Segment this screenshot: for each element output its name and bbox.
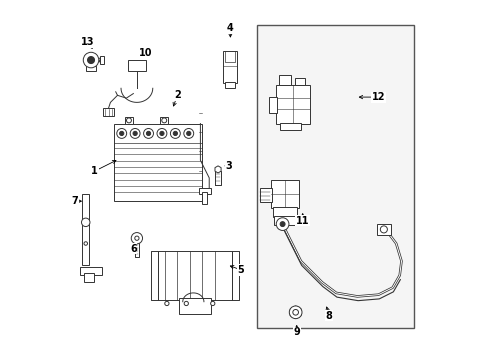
Text: 12: 12 — [371, 92, 385, 102]
Bar — [84, 274, 94, 282]
Circle shape — [126, 118, 131, 123]
Bar — [160, 117, 168, 123]
Polygon shape — [215, 166, 221, 173]
Circle shape — [164, 301, 169, 306]
Bar — [294, 78, 305, 85]
Bar — [279, 123, 300, 130]
Circle shape — [289, 306, 302, 319]
Circle shape — [135, 236, 139, 240]
Bar — [376, 224, 390, 235]
Circle shape — [210, 301, 214, 306]
Circle shape — [160, 131, 164, 136]
Polygon shape — [289, 306, 301, 319]
Polygon shape — [134, 235, 140, 242]
Bar — [273, 216, 296, 225]
Bar — [276, 85, 309, 123]
Bar — [256, 25, 413, 328]
Text: 1: 1 — [91, 166, 98, 176]
Circle shape — [83, 52, 99, 68]
Text: 2: 2 — [174, 90, 181, 100]
Circle shape — [157, 129, 166, 138]
Bar — [103, 108, 114, 117]
Text: 3: 3 — [225, 161, 231, 171]
Bar — [223, 51, 236, 83]
Circle shape — [186, 131, 190, 136]
Bar — [128, 60, 145, 71]
Circle shape — [146, 131, 150, 136]
Bar — [81, 267, 102, 275]
Circle shape — [131, 233, 142, 244]
Bar — [86, 66, 96, 71]
Circle shape — [280, 222, 285, 226]
Bar — [259, 188, 271, 202]
Circle shape — [120, 131, 123, 136]
Circle shape — [81, 218, 90, 226]
Bar — [279, 75, 291, 85]
Bar — [114, 123, 202, 201]
Text: 11: 11 — [295, 216, 309, 226]
Text: 7: 7 — [72, 196, 79, 206]
Circle shape — [143, 129, 153, 138]
Circle shape — [117, 129, 126, 138]
Bar — [272, 207, 297, 217]
Text: 5: 5 — [237, 265, 244, 275]
Text: 8: 8 — [325, 311, 332, 321]
Bar — [82, 194, 89, 265]
Circle shape — [133, 131, 137, 136]
Bar — [269, 97, 276, 113]
Circle shape — [380, 226, 386, 233]
Circle shape — [292, 310, 298, 315]
Text: 10: 10 — [139, 48, 152, 58]
Bar — [158, 251, 232, 300]
Text: 13: 13 — [81, 37, 94, 48]
Circle shape — [173, 131, 177, 136]
Bar — [179, 298, 210, 314]
Text: 6: 6 — [130, 244, 137, 254]
Circle shape — [87, 57, 94, 64]
Text: 9: 9 — [293, 327, 300, 337]
Circle shape — [84, 242, 87, 245]
Bar — [224, 82, 235, 88]
Bar — [202, 192, 207, 204]
Circle shape — [162, 118, 166, 123]
Circle shape — [183, 129, 193, 138]
Bar — [100, 56, 104, 64]
Bar — [270, 180, 299, 208]
Circle shape — [184, 301, 188, 306]
Circle shape — [130, 129, 140, 138]
Text: 4: 4 — [226, 23, 233, 33]
Bar — [87, 64, 94, 68]
Circle shape — [170, 129, 180, 138]
Circle shape — [276, 218, 288, 230]
Bar — [124, 117, 133, 123]
Bar — [198, 189, 210, 194]
